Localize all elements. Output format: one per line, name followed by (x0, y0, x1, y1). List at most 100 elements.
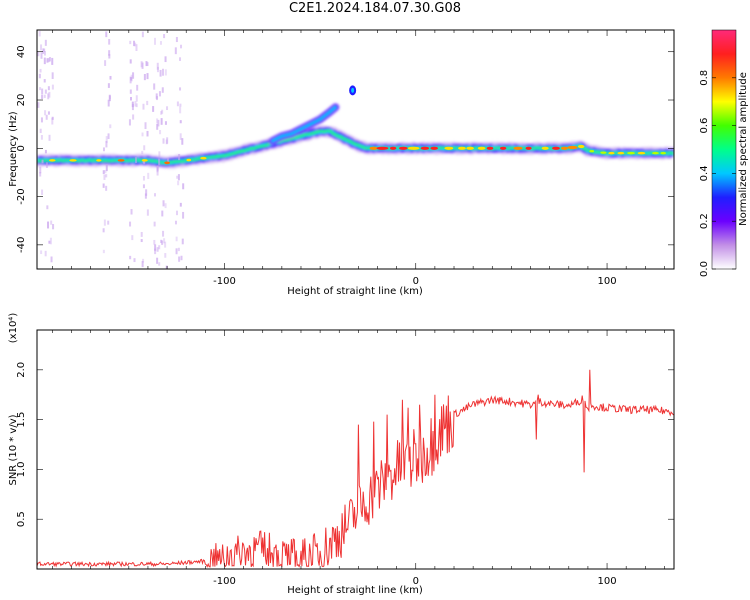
snr-y-tick-label: 1.0 (16, 461, 27, 477)
noise-speck (163, 34, 166, 39)
noise-speck (175, 36, 178, 43)
noise-speck (182, 183, 185, 190)
noise-speck (50, 256, 53, 263)
noise-speck (153, 193, 156, 197)
noise-speck (164, 203, 167, 209)
noise-speck (102, 147, 105, 152)
spectrogram-hotspot (486, 146, 494, 150)
noise-speck (105, 164, 108, 172)
spectrogram-y-tick-label: -40 (16, 237, 27, 253)
colorbar-tick-label: 0.4 (699, 165, 710, 181)
noise-speck (147, 172, 150, 180)
noise-speck (43, 51, 46, 56)
snr-y-tick-label: 2.0 (16, 362, 27, 378)
noise-speck (40, 250, 43, 255)
noise-speck (45, 114, 48, 120)
noise-speck (153, 221, 156, 227)
noise-speck (165, 265, 168, 269)
noise-speck (130, 96, 133, 101)
noise-speck (129, 89, 132, 94)
noise-speck (105, 140, 108, 148)
noise-speck (40, 117, 43, 123)
noise-speck (175, 210, 178, 216)
noise-speck (178, 154, 181, 161)
noise-speck (109, 75, 112, 80)
noise-speck (158, 262, 161, 266)
noise-speck (105, 185, 108, 191)
spectrogram-hotspot (552, 146, 560, 150)
noise-speck (141, 150, 144, 155)
spectrogram-y-tick-label: 20 (16, 94, 27, 107)
noise-speck (128, 119, 131, 126)
noise-speck (107, 220, 110, 225)
spectrogram-hotspot (420, 146, 430, 150)
spectrogram-frame (36, 29, 675, 270)
noise-speck (41, 189, 44, 195)
noise-speck (146, 73, 149, 80)
noise-speck (144, 193, 147, 199)
noise-speck (51, 57, 54, 65)
noise-speck (156, 118, 159, 124)
noise-speck (164, 69, 167, 76)
noise-speck (44, 39, 47, 46)
noise-speck (145, 61, 148, 67)
noise-speck (164, 121, 167, 125)
noise-speck (153, 37, 156, 45)
spectrogram-heatmap (37, 30, 674, 269)
spectrogram-hotspot (96, 159, 102, 162)
colorbar-tick-label: 0.0 (699, 261, 710, 277)
noise-speck (129, 40, 132, 45)
noise-speck (134, 42, 137, 47)
snr-y-tick-label: 0.5 (16, 511, 27, 527)
noise-speck (162, 230, 165, 237)
snr-y-tick-label: 1.5 (16, 412, 27, 428)
noise-speck (146, 209, 149, 216)
noise-speck (164, 253, 167, 258)
noise-speck (102, 183, 105, 188)
noise-speck (102, 249, 105, 254)
noise-speck (132, 72, 135, 79)
noise-speck (177, 247, 180, 252)
spectrogram-y-tick-label: -20 (16, 188, 27, 204)
noise-speck (131, 235, 134, 241)
noise-speck (44, 89, 47, 94)
noise-speck (176, 101, 179, 107)
spectrogram-x-tick-label: 0 (413, 276, 419, 287)
noise-speck (49, 237, 52, 245)
noise-speck (41, 88, 44, 95)
spectrogram-hotspot (627, 151, 635, 155)
spectrogram-hotspot (608, 151, 615, 155)
noise-speck (156, 247, 159, 252)
noise-speck (108, 54, 111, 59)
noise-speck (130, 209, 133, 215)
noise-speck (155, 93, 158, 99)
noise-speck (177, 180, 180, 186)
noise-speck (129, 59, 132, 64)
noise-speck (136, 84, 139, 91)
spectrogram-hotspot (499, 146, 507, 150)
noise-speck (154, 244, 157, 251)
noise-speck (47, 86, 50, 91)
noise-speck (156, 165, 159, 173)
noise-speck (181, 238, 184, 245)
noise-speck (132, 114, 135, 120)
noise-speck (47, 58, 50, 63)
noise-speck (158, 158, 161, 166)
noise-speck (180, 44, 183, 49)
noise-speck (154, 248, 157, 255)
noise-speck (48, 240, 51, 244)
noise-speck (141, 132, 144, 137)
spectrogram-hotspot (477, 146, 486, 150)
noise-speck (51, 84, 54, 90)
noise-speck (102, 170, 105, 175)
spectrogram-upper-branch (271, 106, 337, 143)
noise-speck (160, 111, 163, 115)
noise-speck (39, 68, 42, 73)
snr-xlabel: Height of straight line (km) (287, 585, 423, 596)
colorbar-gradient (711, 29, 737, 270)
noise-speck (160, 118, 163, 125)
noise-speck (179, 120, 182, 124)
noise-speck (161, 87, 164, 93)
noise-speck (107, 133, 110, 140)
